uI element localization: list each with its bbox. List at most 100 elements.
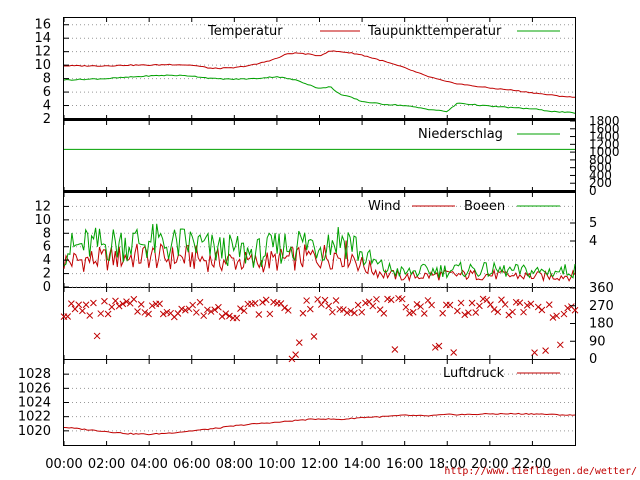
wind-direction-point [284,307,292,314]
y-tick-label-right: 270 [589,299,614,314]
wind-direction-point [380,310,388,317]
wind-direction-point [207,308,215,315]
y-tick-label: 6 [43,240,51,255]
y-tick-label: 800 [589,153,612,167]
y-tick-label: 16 [34,18,51,33]
wind-direction-point [527,300,535,308]
wind-direction-point [237,305,244,312]
wind-direction-point [192,309,200,316]
x-tick-label: 00:00 [45,457,82,472]
y-tick-label: 12 [34,45,51,60]
wind-direction-point [351,309,358,317]
y-tick-label: 1000 [589,145,620,159]
wind-direction-point [398,295,406,303]
wind-direction-point [325,302,333,310]
legend-label-temperatur: Temperatur [207,24,283,39]
wind-direction-point [498,296,505,304]
x-tick-label: 08:00 [216,457,253,472]
wind-direction-point [196,298,204,306]
wind-direction-point [306,305,314,313]
series-line-boeen [63,223,576,280]
y-tick-label: 6 [43,85,51,100]
wind-direction-point [295,339,303,346]
x-tick-label: 10:00 [258,457,295,472]
wind-direction-point [251,299,259,307]
wind-direction-point [362,299,369,307]
y-tick-label-right: 4 [589,234,597,249]
wind-direction-point [516,299,524,307]
x-tick-label: 18:00 [429,457,466,472]
wind-direction-point [299,309,307,317]
wind-direction-point [134,308,141,315]
wind-direction-point [64,313,72,320]
wind-direction-point [204,306,211,314]
wind-direction-point [538,306,546,314]
wind-direction-point [181,306,189,314]
y-tick-label: 8 [43,226,51,241]
wind-direction-point [200,312,208,320]
y-tick-label-right: 360 [589,281,614,296]
y-tick-label: 2 [43,267,51,282]
wind-direction-point [545,301,553,308]
y-tick-label: 600 [589,161,612,175]
wind-direction-point [314,296,322,303]
x-tick-label: 14:00 [343,457,380,472]
x-tick-label: 22:00 [514,457,551,472]
wind-direction-point [317,301,325,308]
y-tick-label: 12 [34,199,51,214]
wind-direction-point [347,307,355,315]
wind-direction-point [211,306,219,314]
wind-direction-point [292,351,299,358]
wind-direction-point [450,349,458,356]
y-tick-label: 1020 [18,424,51,439]
wind-direction-point [424,297,432,304]
wind-direction-point [104,310,112,318]
x-tick-label: 02:00 [88,457,125,472]
y-tick-label: 200 [589,176,612,190]
legend-label-taupunkttemperatur: Taupunkttemperatur [367,24,502,39]
x-tick-label: 06:00 [173,457,210,472]
wind-direction-point [391,346,399,353]
wind-direction-point [115,302,123,310]
wind-direction-point [402,303,410,311]
wind-direction-point [420,310,428,317]
x-tick-label: 04:00 [130,457,167,472]
wind-direction-point [108,303,116,311]
wind-direction-point [523,302,531,309]
y-tick-label-right: 0 [589,352,597,367]
wind-direction-point [358,308,366,316]
wind-direction-point [321,296,329,304]
legend-label-luftdruck: Luftdruck [443,366,505,381]
wind-direction-point [266,310,274,318]
wind-direction-point [329,308,336,316]
wind-direction-point [90,299,97,307]
wind-direction-point [174,310,182,317]
wind-direction-point [501,301,509,308]
y-tick-label: 4 [43,253,51,268]
wind-direction-point [189,301,197,309]
wind-direction-point [262,296,270,304]
wind-direction-point [141,309,149,316]
wind-direction-point [439,309,447,317]
wind-direction-point [82,301,90,309]
y-tick-label: 1024 [18,396,51,411]
series-line-luftdruck [63,412,576,436]
wind-direction-point [86,312,94,319]
y-tick-label: 1800 [589,114,620,128]
y-tick-label: 1022 [18,410,51,425]
wind-direction-point [332,297,340,304]
wind-direction-point [67,300,75,307]
wind-direction-point [560,310,568,318]
y-tick-label: 0 [589,184,597,198]
wind-direction-point [520,308,527,316]
wind-direction-point [343,309,351,317]
wind-direction-point [431,344,439,351]
y-tick-label: 1400 [589,130,620,144]
wind-direction-point [483,296,491,304]
series-line-wind [63,240,576,283]
footer-url[interactable]: http://www.tiefliegen.de/wetter/ [444,466,637,477]
wind-direction-point [255,311,263,318]
wind-direction-point [461,311,469,319]
wind-direction-point [97,310,105,317]
